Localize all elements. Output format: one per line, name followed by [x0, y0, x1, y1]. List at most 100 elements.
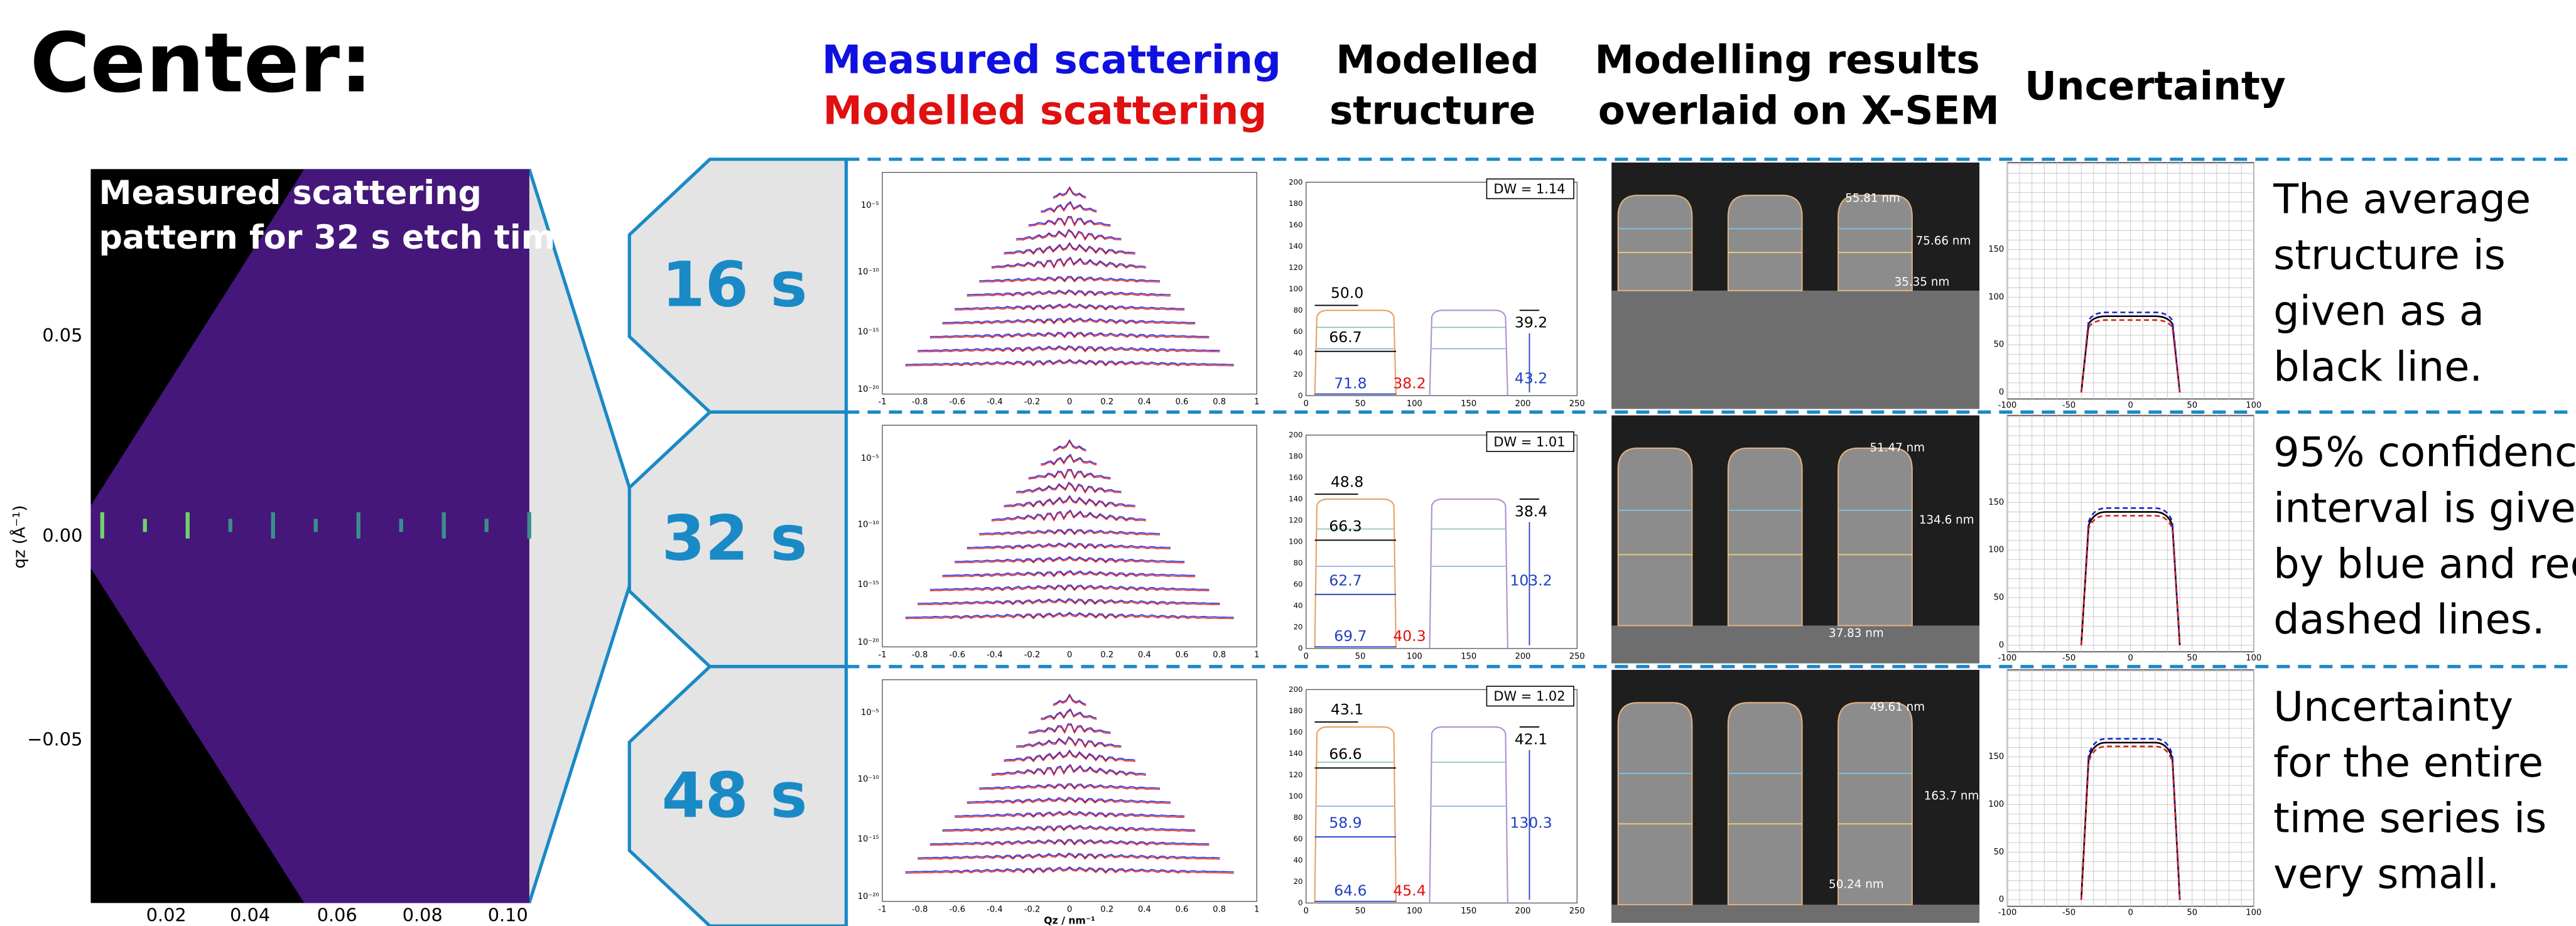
- header-structure: structure: [1329, 88, 1535, 134]
- x-tick-label: 0.6: [1176, 905, 1189, 914]
- x-tick-label: 0: [2128, 908, 2133, 918]
- y-tick-label: 0: [1999, 640, 2004, 650]
- x-tick-label: 0.04: [230, 904, 270, 925]
- x-tick-label: 0.2: [1100, 905, 1113, 914]
- x-tick-label: 250: [1569, 652, 1585, 662]
- y-tick-label: 0.05: [42, 325, 82, 346]
- scatter-curve: [929, 586, 1210, 591]
- y-tick-label: 10⁻²⁰: [858, 892, 879, 902]
- scatter-curve: [955, 810, 1185, 817]
- x-tick-label: 0.2: [1100, 397, 1113, 407]
- time-label: 48 s: [662, 760, 808, 832]
- y-tick-label: 60: [1294, 327, 1303, 336]
- scatter-curve: [991, 510, 1146, 522]
- scatter-curve: [966, 289, 1171, 296]
- y-tick-label: 150: [1988, 752, 2004, 762]
- x-tick-label: 0: [1304, 399, 1309, 409]
- x-tick-label: -0.6: [950, 397, 966, 407]
- zoom-funnel: [529, 169, 630, 903]
- pattern-label: pattern for 32 s etch time: [99, 218, 578, 257]
- scatter-curve: [1041, 201, 1097, 212]
- y-tick-label: 10⁻¹⁵: [858, 580, 879, 590]
- y-tick-label: 100: [1289, 284, 1302, 293]
- x-axis-label: Qz / nm⁻¹: [1044, 915, 1095, 926]
- x-tick-label: 150: [1461, 652, 1476, 662]
- sem-label: 37.83 nm: [1829, 627, 1884, 640]
- peak: [399, 519, 403, 532]
- scatter-curve: [955, 557, 1185, 564]
- dimension-label: 66.7: [1329, 328, 1361, 346]
- x-tick-label: -0.2: [1024, 397, 1040, 407]
- y-tick-label: 40: [1294, 348, 1303, 357]
- scatter-curve: [955, 812, 1185, 818]
- dimension-label: 103.2: [1510, 571, 1552, 589]
- y-tick-label: 10⁻²⁰: [858, 385, 879, 394]
- sem-pillar: [1617, 195, 1693, 291]
- x-tick-label: -0.2: [1024, 650, 1040, 660]
- scatter-curve: [1016, 230, 1122, 241]
- scatter-curve: [991, 763, 1146, 775]
- scatter-curve: [917, 346, 1220, 353]
- x-tick-label: 50: [2187, 654, 2197, 663]
- y-tick-label: 180: [1289, 199, 1302, 208]
- scatter-curve: [917, 598, 1220, 604]
- x-tick-label: 50: [2187, 401, 2197, 410]
- y-tick-label: 200: [1289, 431, 1302, 439]
- scatter-curve: [1053, 187, 1086, 199]
- profile-curve: [2080, 311, 2181, 393]
- scatter-curve: [1004, 243, 1135, 255]
- scatter-curve: [917, 345, 1220, 352]
- x-tick-label: 100: [2246, 908, 2261, 918]
- note-text: black line.: [2273, 343, 2482, 390]
- scatter-curve: [966, 797, 1171, 803]
- x-tick-label: 0.4: [1138, 397, 1151, 407]
- y-tick-label: 100: [1289, 792, 1302, 800]
- x-tick-label: 0.4: [1138, 650, 1151, 660]
- sem-pillar: [1837, 195, 1913, 291]
- pattern-intensity: [90, 169, 529, 903]
- dimension-label: 58.9: [1329, 814, 1361, 832]
- scatter-curve: [905, 867, 1234, 874]
- funnel-edge: [528, 168, 631, 488]
- dimension-label: 66.3: [1329, 517, 1361, 535]
- profile-curve: [2080, 738, 2181, 900]
- dimension-label: 130.3: [1510, 814, 1552, 832]
- sem-pillar: [1837, 447, 1913, 627]
- dw-box: [1486, 686, 1574, 707]
- scatter-curve: [1028, 470, 1111, 480]
- note-text: very small.: [2273, 851, 2499, 898]
- x-tick-label: -0.4: [987, 905, 1003, 914]
- sem-label: 163.7 nm: [1924, 789, 1979, 802]
- content: Measured scattering pattern for 32 s etch…: [9, 158, 2576, 926]
- scatter-curve: [955, 303, 1185, 310]
- header-measured: Measured scattering: [822, 36, 1281, 82]
- scatter-curve: [966, 291, 1171, 297]
- x-tick-label: -0.4: [987, 397, 1003, 407]
- scatter-curve: [1028, 724, 1111, 735]
- scatter-curve: [942, 318, 1196, 325]
- x-tick-label: -1: [879, 650, 887, 660]
- pattern-label: Measured scattering: [99, 174, 482, 212]
- profile-curve: [2080, 319, 2181, 393]
- x-tick-label: 100: [1407, 907, 1422, 916]
- x-tick-label: 0: [1067, 397, 1072, 407]
- profile-curve: [2080, 745, 2181, 900]
- structure-plot: [1306, 434, 1578, 649]
- scatter-curve: [929, 840, 1210, 846]
- note-text: 95% confidence: [2273, 428, 2576, 476]
- y-tick-label: 100: [1289, 537, 1302, 546]
- note-text: Uncertainty: [2273, 683, 2513, 731]
- scatter-curve: [1053, 439, 1086, 451]
- scatter-plot: [882, 171, 1257, 395]
- scatter-curve: [979, 530, 1161, 536]
- scatter-curve: [942, 317, 1196, 323]
- x-tick-label: 1: [1254, 650, 1259, 660]
- y-tick-label: 80: [1294, 559, 1303, 568]
- x-tick-label: 150: [1461, 907, 1476, 916]
- scatter-curve: [1041, 453, 1097, 465]
- scatter-curve: [929, 331, 1210, 337]
- y-tick-label: 60: [1294, 580, 1303, 589]
- y-axis-label: qz (Å⁻¹): [9, 505, 30, 569]
- peak: [484, 519, 489, 532]
- y-tick-label: 140: [1289, 495, 1302, 503]
